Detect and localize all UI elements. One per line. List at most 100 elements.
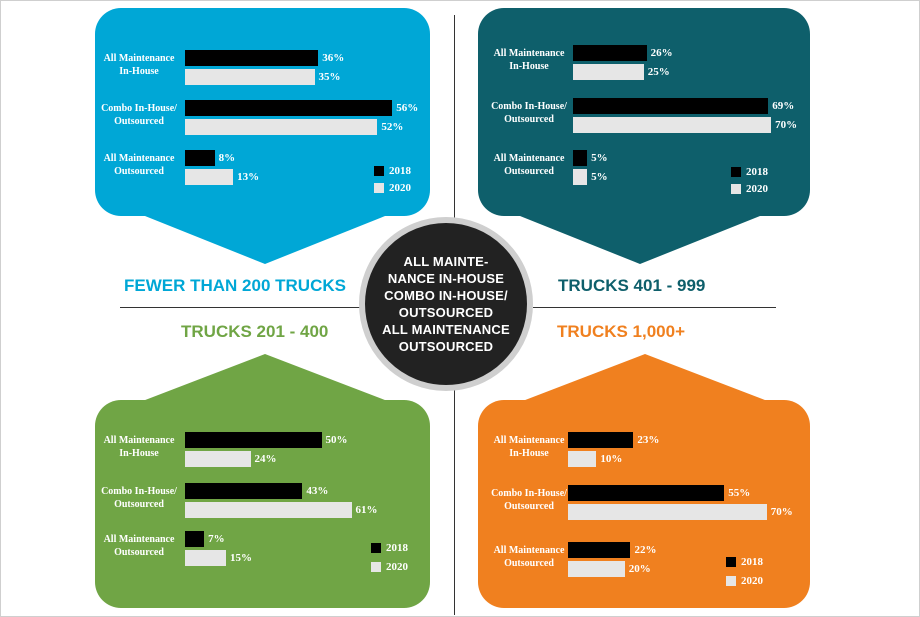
category-label-line: In-House	[119, 448, 159, 459]
value-label-2020: 20%	[628, 563, 651, 575]
bar-2020	[185, 550, 226, 566]
legend-swatch-2020	[726, 576, 736, 586]
bar-2018	[568, 432, 634, 448]
category-label-line: Outsourced	[504, 558, 554, 569]
bar-2018	[185, 531, 205, 547]
value-label-2020: 25%	[647, 66, 670, 78]
category-label-line: Outsourced	[114, 166, 164, 177]
category-label-line: All Maintenance	[103, 153, 175, 164]
category-label: Combo In-House/Outsourced	[94, 485, 184, 511]
legend-swatch-2018	[731, 167, 741, 177]
category-label-line: In-House	[119, 66, 159, 77]
horizontal-divider-left	[120, 307, 360, 308]
bar-2020	[568, 451, 597, 467]
value-label-2020: 10%	[600, 453, 623, 465]
center-line-2: NANCE IN-HOUSE	[387, 271, 505, 286]
bar-2020	[573, 169, 588, 185]
category-label-line: Combo In-House/	[491, 488, 567, 499]
legend-swatch-2020	[731, 184, 741, 194]
bar-2020	[573, 117, 772, 133]
center-legend-circle: ALL MAINTE- NANCE IN-HOUSE COMBO IN-HOUS…	[359, 217, 533, 391]
value-label-2018: 36%	[322, 52, 345, 64]
bar-2020	[185, 69, 315, 85]
group-label-fewer-than-200: FEWER THAN 200 TRUCKS	[124, 276, 346, 295]
category-label: All Maintenance In-House	[484, 434, 574, 460]
horizontal-divider-right	[533, 307, 776, 308]
category-label-line: All Maintenance	[493, 435, 565, 446]
bar-2018	[568, 542, 631, 558]
center-line-1: ALL MAINTE-	[403, 254, 489, 269]
category-label: All Maintenance In-House	[94, 52, 184, 78]
category-label-line: Outsourced	[114, 547, 164, 558]
value-label-2020: 24%	[254, 453, 277, 465]
bar-2020	[185, 169, 234, 185]
bar-2020	[185, 451, 251, 467]
legend-swatch-2018	[726, 557, 736, 567]
category-label-line: All Maintenance	[493, 48, 565, 59]
value-label-2018: 43%	[306, 485, 329, 497]
center-line-6: OUTSOURCED	[398, 339, 494, 354]
bar-2018	[185, 483, 303, 499]
legend-swatch-2018	[371, 543, 381, 553]
category-label: All Maintenance In-House	[484, 47, 574, 73]
legend-label-2018: 2018	[386, 542, 408, 554]
value-label-2018: 50%	[325, 434, 348, 446]
group-label-trucks-1000-plus: TRUCKS 1,000+	[557, 322, 686, 341]
center-line-5: ALL MAINTENANCE	[382, 322, 510, 337]
bar-2018	[185, 50, 319, 66]
category-label: Combo In-House/Outsourced	[94, 102, 184, 128]
legend-label-2020: 2020	[741, 575, 763, 587]
legend-label-2018: 2018	[741, 556, 763, 568]
value-label-2018: 23%	[637, 434, 660, 446]
category-label-line: All Maintenance	[103, 53, 175, 64]
bar-2020	[185, 502, 352, 518]
panel-pointer-trucks-201-400	[140, 354, 390, 402]
legend-swatch-2020	[371, 562, 381, 572]
bar-2020	[568, 561, 625, 577]
category-label-line: Outsourced	[504, 114, 554, 125]
legend-swatch-2020	[374, 183, 384, 193]
legend-label-2018: 2018	[746, 166, 768, 178]
category-label-line: Outsourced	[504, 166, 554, 177]
value-label-2018: 69%	[772, 100, 795, 112]
bar-2018	[185, 432, 322, 448]
category-label: Combo In-House/Outsourced	[484, 100, 574, 126]
bar-2018	[573, 98, 769, 114]
center-line-4: OUTSOURCED	[398, 305, 494, 320]
value-label-2020: 52%	[381, 121, 404, 133]
value-label-2018: 8%	[218, 152, 236, 164]
bar-2020	[573, 64, 644, 80]
bar-2018	[573, 45, 647, 61]
value-label-2018: 55%	[728, 487, 751, 499]
category-label-line: Outsourced	[114, 116, 164, 127]
category-label-line: Outsourced	[504, 501, 554, 512]
value-label-2020: 13%	[237, 171, 260, 183]
value-label-2020: 5%	[591, 171, 608, 183]
category-label-line: Combo In-House/	[491, 101, 567, 112]
center-legend-text: ALL MAINTE- NANCE IN-HOUSE COMBO IN-HOUS…	[382, 253, 510, 355]
value-label-2018: 5%	[591, 152, 608, 164]
category-label-line: In-House	[509, 448, 549, 459]
value-label-2018: 7%	[208, 533, 225, 545]
category-label: All Maintenance In-House	[94, 434, 184, 460]
value-label-2020: 61%	[355, 504, 378, 516]
legend-label-2020: 2020	[386, 561, 408, 573]
bar-2020	[568, 504, 767, 520]
category-label-line: All Maintenance	[103, 534, 175, 545]
category-label-line: Combo In-House/	[101, 103, 177, 114]
category-label-line: All Maintenance	[103, 435, 175, 446]
panel-pointer-fewer-than-200	[145, 216, 385, 264]
bar-2020	[185, 119, 378, 135]
legend-label-2020: 2020	[746, 183, 768, 195]
category-label-line: In-House	[509, 61, 549, 72]
value-label-2020: 35%	[318, 71, 341, 83]
value-label-2020: 70%	[770, 506, 793, 518]
group-label-trucks-401-999: TRUCKS 401 - 999	[558, 276, 706, 295]
legend-label-2020: 2020	[389, 182, 411, 194]
category-label-line: All Maintenance	[493, 545, 565, 556]
value-label-2018: 56%	[396, 102, 419, 114]
category-label-line: Outsourced	[114, 499, 164, 510]
bar-2018	[573, 150, 588, 166]
value-label-2018: 26%	[650, 47, 673, 59]
legend-swatch-2018	[374, 166, 384, 176]
